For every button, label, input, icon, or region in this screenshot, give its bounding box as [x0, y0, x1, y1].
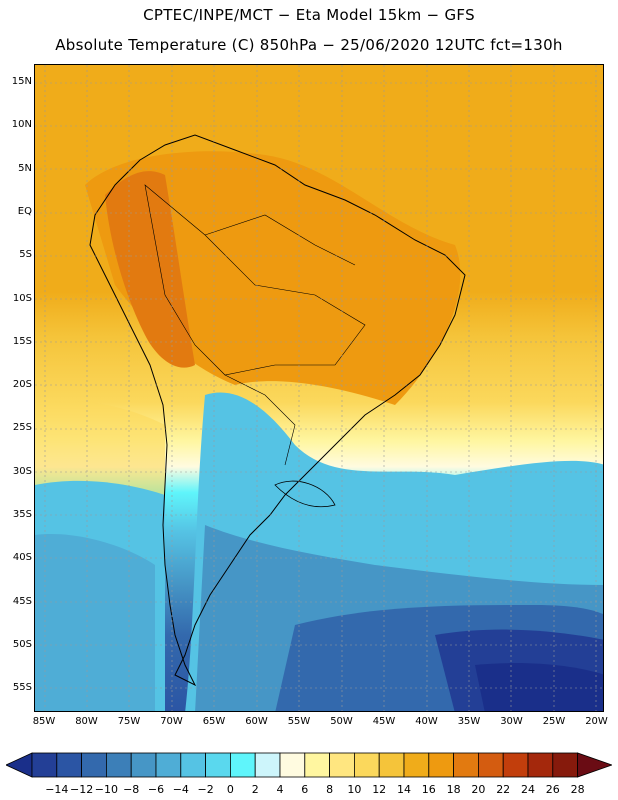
colorbar-swatch: [56, 752, 82, 778]
colorbar-swatch: [155, 752, 182, 778]
latitude-label: EQ: [17, 205, 32, 217]
latitude-label: 10N: [11, 119, 32, 131]
longitude-label: 80W: [75, 716, 98, 727]
longitude-label: 50W: [330, 716, 353, 727]
colorbar-min-arrow: [6, 752, 33, 778]
latitude-label: 10S: [12, 292, 32, 304]
colorbar-swatch: [180, 752, 207, 778]
latitude-label: 20S: [12, 379, 32, 391]
latitude-label: 40S: [12, 552, 32, 564]
map-title-line1: CPTEC/INPE/MCT − Eta Model 15km − GFS: [143, 6, 475, 24]
colorbar-swatch: [353, 752, 380, 778]
latitude-label: 25S: [12, 422, 32, 434]
colorbar-max-arrow: [577, 752, 612, 778]
colorbar-label: 6: [301, 783, 309, 796]
colorbar-label: 24: [521, 783, 535, 796]
longitude-label: 30W: [500, 716, 523, 727]
colorbar-label: 26: [545, 783, 560, 796]
longitude-label: 25W: [542, 716, 566, 727]
temperature-field: [35, 65, 603, 711]
latitude-label: 55S: [12, 682, 32, 694]
colorbar-swatch: [279, 752, 306, 778]
colorbar-swatch: [81, 752, 107, 778]
longitude-label: 40W: [415, 716, 438, 727]
colorbar-label: 18: [446, 783, 461, 796]
colorbar-swatch: [527, 752, 554, 778]
colorbar-label: −14: [45, 783, 69, 796]
colorbar-label: 12: [372, 783, 387, 796]
colorbar-label: 0: [226, 783, 234, 796]
colorbar-label: −8: [123, 783, 140, 796]
colorbar-label: 28: [570, 783, 585, 796]
colorbar-swatch: [552, 752, 578, 778]
colorbar-label: −6: [147, 783, 165, 796]
colorbar-label: −10: [94, 783, 118, 796]
colorbar-label: 22: [496, 783, 511, 796]
longitude-label: 35W: [457, 716, 481, 727]
longitude-label: 85W: [32, 716, 56, 727]
colorbar-swatch: [329, 752, 355, 778]
colorbar-swatch: [229, 752, 256, 778]
colorbar-label: 14: [397, 783, 411, 796]
colorbar-swatch: [304, 752, 330, 778]
colorbar-label: −2: [197, 783, 214, 796]
colorbar-label: 8: [326, 783, 334, 796]
colorbar-swatch: [130, 752, 157, 778]
colorbar-label: 20: [471, 783, 486, 796]
temperature-map: [34, 64, 604, 712]
colorbar-swatch: [106, 752, 132, 778]
longitude-label: 75W: [117, 716, 141, 727]
colorbar-swatch: [477, 752, 504, 778]
colorbar-swatch: [31, 752, 58, 778]
longitude-label: 70W: [160, 716, 183, 727]
latitude-label: 30S: [12, 465, 32, 477]
longitude-label: 60W: [245, 716, 268, 727]
colorbar-swatch: [254, 752, 281, 778]
latitude-label: 50S: [12, 638, 32, 650]
colorbar-label: 10: [347, 783, 362, 796]
colorbar-swatch: [378, 752, 405, 778]
latitude-label: 15N: [11, 76, 32, 87]
latitude-label: 15S: [12, 335, 32, 347]
colorbar-swatch: [205, 752, 231, 778]
longitude-label: 55W: [287, 716, 311, 727]
longitude-label: 45W: [372, 716, 396, 727]
latitude-label: 5N: [18, 162, 32, 174]
colorbar-swatch: [502, 752, 529, 778]
colorbar-label: −12: [69, 783, 94, 796]
latitude-label: 45S: [12, 595, 32, 607]
latitude-label: 35S: [12, 509, 32, 520]
longitude-label: 20W: [585, 716, 608, 727]
latitude-label: 5S: [19, 249, 32, 261]
colorbar-swatch: [428, 752, 454, 778]
colorbar-label: 16: [421, 783, 436, 796]
colorbar-swatch: [403, 752, 430, 778]
colorbar: [6, 752, 612, 778]
colorbar-label: −4: [172, 783, 189, 796]
colorbar-label: 2: [251, 783, 259, 796]
colorbar-label: 4: [276, 783, 284, 796]
map-title-line2: Absolute Temperature (C) 850hPa − 25/06/…: [55, 36, 563, 54]
colorbar-swatch: [453, 752, 479, 778]
longitude-label: 65W: [202, 716, 226, 727]
